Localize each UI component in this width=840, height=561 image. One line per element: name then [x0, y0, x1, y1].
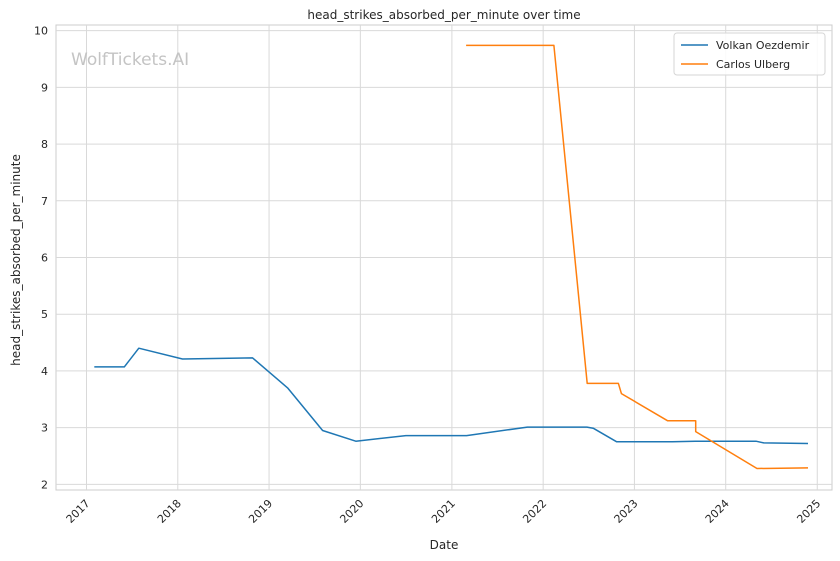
- x-tick-label: 2023: [612, 497, 641, 526]
- series-line-carlos-ulberg: [466, 44, 809, 470]
- legend-label-volkan: Volkan Oezdemir: [716, 39, 810, 52]
- legend-box: [673, 32, 826, 76]
- chart-title: head_strikes_absorbed_per_minute over ti…: [307, 8, 580, 22]
- y-tick-label: 8: [41, 138, 48, 151]
- y-tick-label: 3: [41, 422, 48, 435]
- x-tick-label: 2019: [246, 497, 275, 526]
- series-line-volkan-oezdemir: [94, 347, 809, 445]
- x-tick-label: 2018: [155, 497, 184, 526]
- legend-label-carlos: Carlos Ulberg: [716, 58, 790, 71]
- x-tick-label: 2024: [703, 497, 732, 526]
- series-lines: [94, 44, 809, 470]
- legend: Volkan Oezdemir Carlos Ulberg: [673, 32, 826, 76]
- x-tick-label: 2022: [520, 497, 549, 526]
- y-tick-label: 2: [41, 478, 48, 491]
- y-tick-label: 10: [34, 25, 48, 38]
- x-tick-label: 2025: [794, 497, 823, 526]
- y-tick-label: 5: [41, 308, 48, 321]
- y-tick-label: 9: [41, 81, 48, 94]
- x-tick-label: 2017: [64, 497, 93, 526]
- x-tick-label: 2020: [337, 497, 366, 526]
- y-tick-label: 7: [41, 195, 48, 208]
- watermark: WolfTickets.AI: [71, 50, 189, 70]
- x-axis-label: Date: [430, 538, 459, 552]
- y-tick-label: 4: [41, 365, 48, 378]
- y-tick-label: 6: [41, 252, 48, 265]
- y-axis-label: head_strikes_absorbed_per_minute: [9, 154, 23, 366]
- grid: [56, 25, 832, 490]
- x-tick-label: 2021: [429, 497, 458, 526]
